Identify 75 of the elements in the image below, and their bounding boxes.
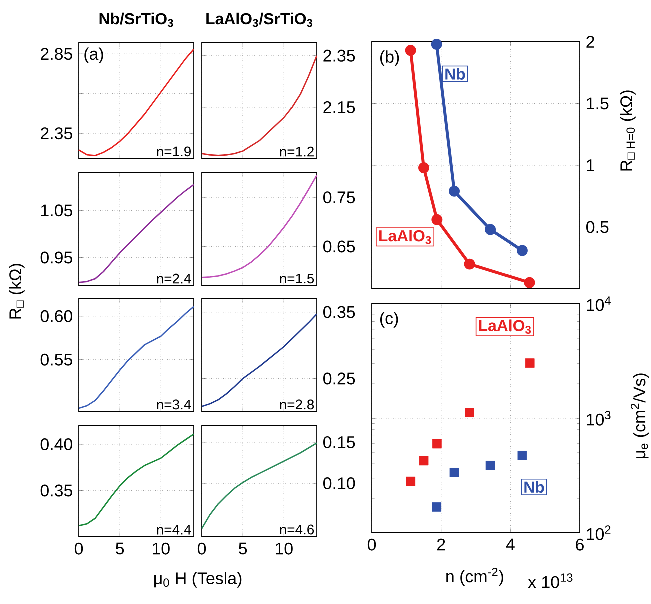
point — [465, 408, 474, 418]
series-label: Nb — [524, 481, 544, 494]
series-label: LaAlO$_{3}$ — [380, 230, 432, 244]
x-tick-label: 2 — [437, 538, 446, 551]
y-tick-label: 2.35 — [41, 128, 72, 140]
y-tick-label: 0.10 — [324, 478, 356, 490]
y-tick-label: 10$^{2}$ — [587, 526, 611, 540]
y-tick-label: 0.95 — [40, 252, 72, 264]
annotation: (a) — [84, 48, 104, 64]
point — [432, 439, 442, 449]
point — [516, 245, 528, 256]
point — [432, 502, 442, 512]
y-tick-label: 0.5 — [586, 221, 609, 234]
annotation: (b) — [380, 50, 400, 66]
y-tick-label: 2 — [586, 36, 594, 48]
point — [449, 186, 460, 197]
y-tick-label: 10$^{4}$ — [587, 296, 611, 312]
x-tick-label: 5 — [239, 542, 248, 555]
x-axis-title: n (cm$^{-2}$) — [446, 568, 504, 586]
annotation: n=2.8 — [280, 400, 314, 410]
y-tick-label: 0.60 — [40, 310, 73, 322]
chart-title: LaAlO$_{3}$/SrTiO$_{3}$ — [206, 12, 313, 28]
point — [432, 214, 443, 226]
x-tick-label: 0 — [198, 542, 206, 555]
point — [524, 277, 536, 288]
y-tick-label: 0.15 — [324, 436, 356, 448]
x-axis-title: μ$_{0}$ H (Tesla) — [154, 572, 242, 588]
y-axis-title: μ$_{e}$ (cm$^{2}$/Vs) — [630, 374, 650, 459]
y-axis-title: R$_{□ H=0}$ (kΩ) — [620, 90, 636, 171]
chart-title: Nb/SrTiO$_{3}$ — [100, 12, 174, 28]
y-tick-label: 1.5 — [587, 98, 609, 110]
annotation: n=1.9 — [157, 146, 191, 157]
x-tick-label: 4 — [506, 538, 515, 550]
y-axis-title: R$_{□}$ (kΩ) — [9, 264, 25, 319]
point — [405, 45, 416, 56]
annotation: (c) — [380, 312, 398, 328]
y-tick-label: 2.85 — [41, 48, 72, 60]
x-tick-label: 0 — [74, 542, 84, 555]
annotation: n=3.4 — [157, 400, 192, 410]
x-tick-label: 5 — [116, 542, 124, 555]
point — [464, 258, 476, 270]
line-series — [78, 184, 195, 284]
annotation: n=2.4 — [157, 274, 192, 284]
y-tick-label: 0.35 — [40, 484, 72, 497]
x-tick-label: 10 — [276, 542, 293, 555]
y-tick-label: 1 — [587, 160, 594, 172]
point — [418, 162, 430, 174]
y-tick-label: 0.55 — [40, 354, 72, 366]
y-tick-label: 0.65 — [324, 240, 356, 253]
point — [525, 358, 535, 368]
y-tick-label: 1.05 — [41, 204, 72, 217]
annotation: n=4.4 — [157, 525, 192, 535]
point — [486, 461, 496, 470]
y-tick-label: 0.40 — [40, 438, 73, 450]
x-tick-label: 6 — [576, 538, 584, 551]
y-tick-label: 0.35 — [324, 306, 356, 318]
point — [419, 456, 429, 466]
annotation: n=4.6 — [280, 524, 314, 535]
point — [450, 468, 460, 478]
point — [518, 451, 528, 460]
y-tick-label: 10$^{3}$ — [587, 411, 611, 426]
point — [406, 476, 416, 486]
series-label: Nb — [446, 68, 466, 80]
y-tick-label: 0.75 — [324, 192, 356, 204]
point — [431, 38, 442, 50]
annotation: n=1.5 — [280, 274, 314, 284]
x-tick-label: 0 — [368, 538, 376, 551]
point — [485, 224, 496, 236]
annotation: n=1.2 — [280, 146, 314, 157]
y-tick-label: 0.25 — [324, 372, 356, 385]
y-tick-label: 2.35 — [324, 50, 356, 62]
series-label: LaAlO$_{3}$ — [479, 320, 532, 334]
text: x 10$^{13}$ — [528, 574, 573, 588]
x-tick-label: 10 — [153, 542, 170, 555]
y-tick-label: 2.15 — [324, 101, 356, 114]
